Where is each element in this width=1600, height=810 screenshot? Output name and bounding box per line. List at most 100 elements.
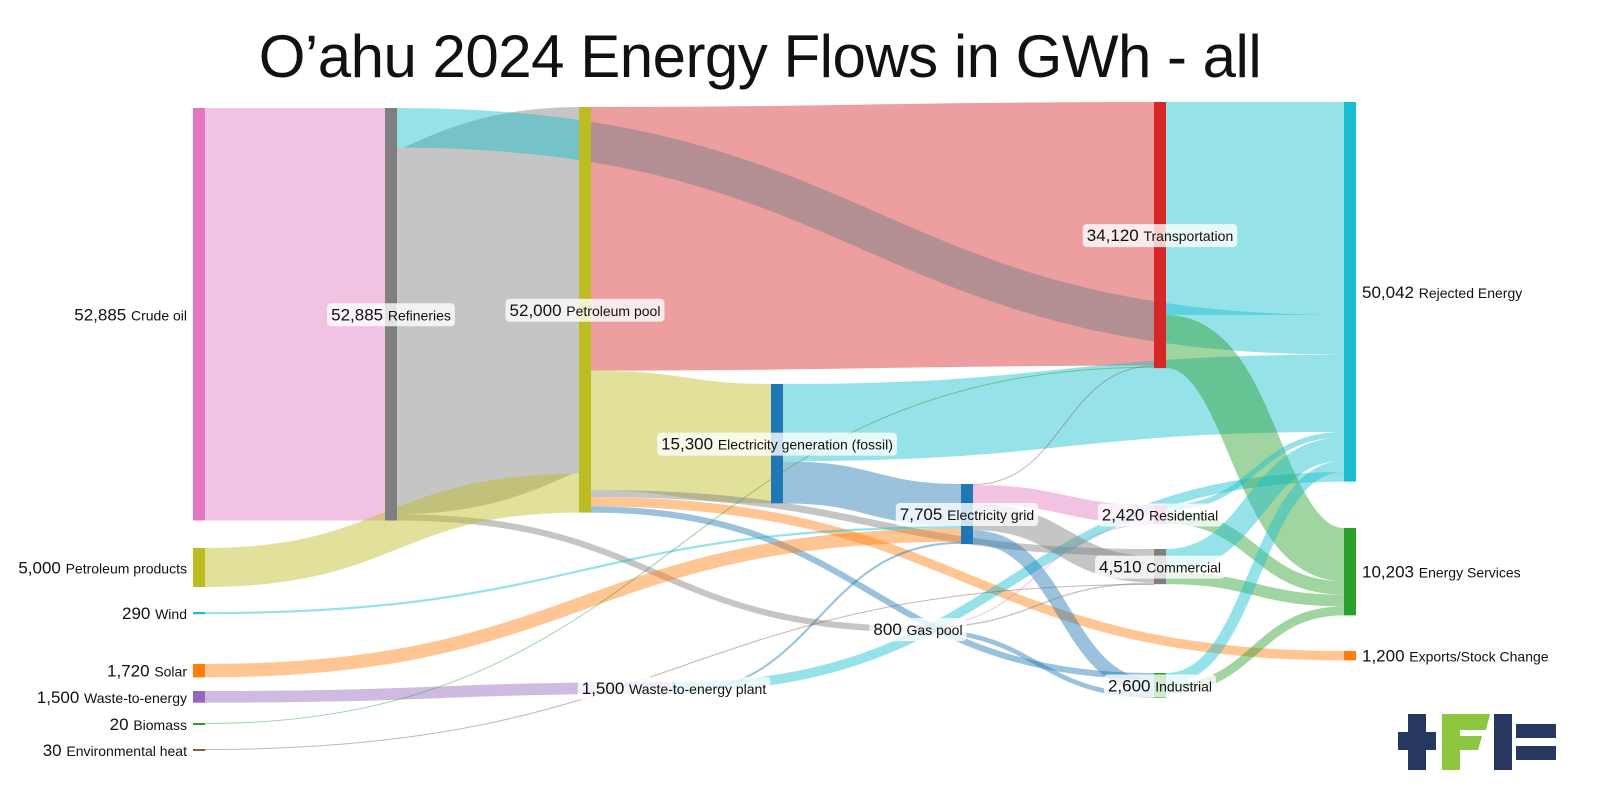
node-name-residential: Residential xyxy=(1149,507,1218,523)
node-value-elecgen: 15,300 xyxy=(661,435,718,454)
node-label-commercial: 4,510 Commercial xyxy=(1095,555,1225,579)
svg-text:4,510 Commercial: 4,510 Commercial xyxy=(1099,558,1221,577)
svg-text:1,500 Waste-to-energy: 1,500 Waste-to-energy xyxy=(37,688,187,707)
flow-petpool-to-exports xyxy=(590,497,1345,661)
node-value-gaspool: 800 xyxy=(873,620,906,639)
node-name-commercial: Commercial xyxy=(1146,560,1221,576)
flow-petpool-to-transport xyxy=(590,102,1155,371)
flow-elecgen-to-rejected xyxy=(782,354,1345,462)
node-label-exports: 1,200 Exports/Stock Change xyxy=(1362,647,1549,666)
svg-text:2,600 Industrial: 2,600 Industrial xyxy=(1108,676,1212,695)
node-wte[interactable] xyxy=(193,691,205,703)
node-name-solar: Solar xyxy=(154,664,187,680)
node-biomass[interactable] xyxy=(193,723,205,725)
svg-text:52,000 Petroleum pool: 52,000 Petroleum pool xyxy=(510,301,661,320)
node-name-envheat: Environmental heat xyxy=(66,743,187,759)
svg-text:20 Biomass: 20 Biomass xyxy=(110,715,187,734)
svg-text:2,420 Residential: 2,420 Residential xyxy=(1102,505,1219,524)
flow-transport-to-services xyxy=(1162,314,1348,582)
flow-refineries-to-petpool xyxy=(391,107,585,515)
svg-text:52,885 Refineries: 52,885 Refineries xyxy=(331,305,451,324)
node-label-petprod: 5,000 Petroleum products xyxy=(18,559,187,578)
node-name-wteplant: Waste-to-energy plant xyxy=(629,681,766,697)
node-value-commercial: 4,510 xyxy=(1099,558,1146,577)
node-wind[interactable] xyxy=(193,612,205,615)
node-name-elecgen: Electricity generation (fossil) xyxy=(718,437,893,453)
node-value-wte: 1,500 xyxy=(37,688,84,707)
chart-title: O’ahu 2024 Energy Flows in GWh - all xyxy=(258,23,1262,90)
svg-text:34,120 Transportation: 34,120 Transportation xyxy=(1087,226,1233,245)
node-value-rejected: 50,042 xyxy=(1362,283,1419,302)
flow-elecgen-to-grid xyxy=(782,461,962,527)
node-value-biomass: 20 xyxy=(110,715,134,734)
node-name-industrial: Industrial xyxy=(1155,678,1212,694)
node-crude[interactable] xyxy=(193,108,205,521)
flow-wteplant-to-rejected xyxy=(675,471,1345,692)
node-label-solar: 1,720 Solar xyxy=(107,662,187,681)
flow-grid-to-transport xyxy=(972,365,1155,485)
flow-commercial-to-rejected xyxy=(1165,437,1345,573)
node-name-biomass: Biomass xyxy=(133,717,187,733)
node-name-transport: Transportation xyxy=(1143,228,1233,244)
node-exports[interactable] xyxy=(1344,651,1356,661)
node-name-refineries: Refineries xyxy=(388,307,451,323)
node-value-petprod: 5,000 xyxy=(18,559,65,578)
flow-petprod-to-petpool xyxy=(204,473,580,587)
node-label-wind: 290 Wind xyxy=(122,604,187,623)
node-label-industrial: 2,600 Industrial xyxy=(1103,674,1217,698)
node-label-services: 10,203 Energy Services xyxy=(1362,563,1521,582)
node-name-rejected: Rejected Energy xyxy=(1419,285,1523,301)
svg-text:15,300 Electricity generation: 15,300 Electricity generation (fossil) xyxy=(661,435,893,454)
node-value-wind: 290 xyxy=(122,604,155,623)
node-label-envheat: 30 Environmental heat xyxy=(43,741,187,760)
labels-layer: 52,885 Crude oil 52,885 Refineries 52,000 … xyxy=(18,224,1549,760)
flow-envheat-to-commercial xyxy=(204,583,1155,750)
node-value-services: 10,203 xyxy=(1362,563,1419,582)
node-label-rejected: 50,042 Rejected Energy xyxy=(1362,283,1522,302)
node-label-refineries: 52,885 Refineries xyxy=(327,303,455,327)
node-name-gaspool: Gas pool xyxy=(907,622,963,638)
flow-petpool-to-industrial xyxy=(590,506,1155,680)
node-label-grid: 7,705 Electricity grid xyxy=(895,503,1039,527)
svg-text:10,203 Energy Services: 10,203 Energy Services xyxy=(1362,563,1521,582)
node-value-exports: 1,200 xyxy=(1362,647,1409,666)
svg-text:800 Gas pool: 800 Gas pool xyxy=(873,620,962,639)
node-label-transport: 34,120 Transportation xyxy=(1082,224,1238,248)
flow-petpool-to-commercial xyxy=(590,489,1155,557)
node-label-crude: 52,885 Crude oil xyxy=(74,305,187,324)
node-label-residential: 2,420 Residential xyxy=(1097,503,1223,527)
node-label-gaspool: 800 Gas pool xyxy=(869,618,967,642)
node-name-exports: Exports/Stock Change xyxy=(1409,649,1549,665)
svg-text:290 Wind: 290 Wind xyxy=(122,604,187,623)
node-value-wteplant: 1,500 xyxy=(582,679,629,698)
node-value-petpool: 52,000 xyxy=(510,301,567,320)
node-label-biomass: 20 Biomass xyxy=(110,715,187,734)
svg-text:50,042 Rejected Energy: 50,042 Rejected Energy xyxy=(1362,283,1522,302)
flow-wind-to-grid xyxy=(204,526,962,615)
node-name-grid: Electricity grid xyxy=(947,507,1034,523)
node-solar[interactable] xyxy=(193,664,205,678)
flow-biomass-to-transport xyxy=(204,366,1155,724)
node-value-refineries: 52,885 xyxy=(331,305,388,324)
node-rejected[interactable] xyxy=(1344,102,1356,482)
node-services[interactable] xyxy=(1344,528,1356,616)
svg-text:1,500 Waste-to-energy plant: 1,500 Waste-to-energy plant xyxy=(582,679,767,698)
node-label-wteplant: 1,500 Waste-to-energy plant xyxy=(577,676,771,700)
node-name-crude: Crude oil xyxy=(131,307,187,323)
flow-solar-to-grid xyxy=(204,528,962,678)
flow-commercial-to-services xyxy=(1165,572,1345,607)
node-name-wind: Wind xyxy=(155,606,187,622)
node-value-envheat: 30 xyxy=(43,741,67,760)
node-petprod[interactable] xyxy=(193,548,205,587)
svg-text:52,885 Crude oil: 52,885 Crude oil xyxy=(74,305,187,324)
node-name-petprod: Petroleum products xyxy=(66,561,187,577)
flow-refineries-to-gaspool xyxy=(396,514,917,633)
node-name-services: Energy Services xyxy=(1419,565,1521,581)
node-name-petpool: Petroleum pool xyxy=(566,303,660,319)
node-value-grid: 7,705 xyxy=(900,505,947,524)
node-value-residential: 2,420 xyxy=(1102,505,1149,524)
node-envheat[interactable] xyxy=(193,749,205,751)
node-value-solar: 1,720 xyxy=(107,662,154,681)
svg-text:1,720 Solar: 1,720 Solar xyxy=(107,662,187,681)
